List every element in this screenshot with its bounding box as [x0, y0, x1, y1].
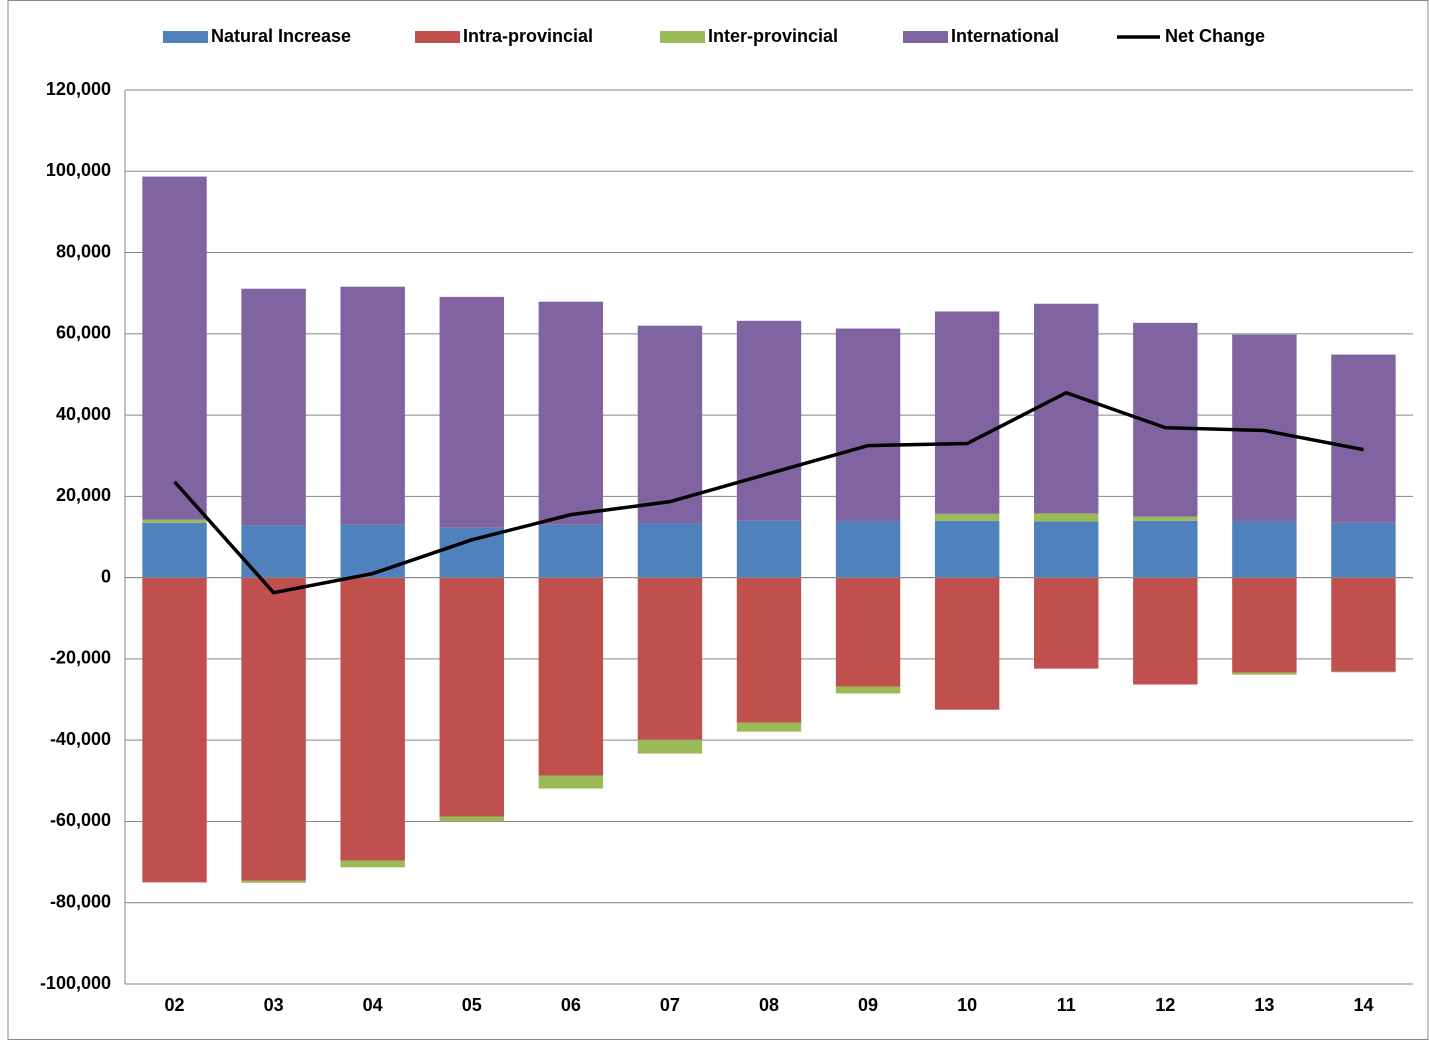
bar-segment	[1034, 521, 1099, 578]
x-tick-label: 09	[858, 995, 878, 1015]
bar-segment	[142, 522, 207, 578]
y-tick-label: -20,000	[50, 648, 111, 668]
x-tick-label: 05	[462, 995, 482, 1015]
x-tick-label: 06	[561, 995, 581, 1015]
legend-swatch	[415, 31, 460, 43]
bar-segment	[538, 301, 604, 525]
bar-segment	[142, 577, 207, 883]
net-change-line	[173, 390, 1364, 595]
y-tick-label: -100,000	[40, 973, 111, 993]
bar-segment	[1331, 671, 1396, 673]
y-tick-label: -60,000	[50, 810, 111, 830]
y-tick-label: 20,000	[56, 485, 111, 505]
bar-segment	[736, 520, 802, 578]
x-tick-label: 13	[1254, 995, 1274, 1015]
bar-segment	[1232, 521, 1297, 578]
bar-segment	[835, 328, 901, 522]
x-tick-label: 14	[1353, 995, 1373, 1015]
x-tick-label: 04	[363, 995, 383, 1015]
y-tick-label: 60,000	[56, 323, 111, 343]
bar-segment	[142, 176, 207, 520]
x-tick-label: 11	[1057, 995, 1076, 1015]
bar-segment	[835, 577, 901, 687]
bar-segment	[340, 286, 405, 525]
y-tick-label: 0	[101, 566, 111, 586]
bar-segment	[1232, 577, 1297, 673]
bar-segment	[538, 775, 604, 789]
bar-segment	[1331, 354, 1396, 523]
bar-segment	[241, 288, 306, 526]
legend-label: Intra-provincial	[463, 26, 593, 46]
bar-segment	[934, 577, 1000, 710]
bar-segment	[1232, 672, 1297, 675]
bar-segment	[835, 521, 901, 578]
legend-swatch	[903, 31, 948, 43]
bar-segment	[637, 523, 703, 578]
bar-segment	[1034, 577, 1099, 669]
y-tick-label: 40,000	[56, 404, 111, 424]
legend-swatch	[660, 31, 705, 43]
bar-segment	[439, 296, 504, 528]
bar-segment	[934, 520, 1000, 578]
bar-segment	[736, 577, 802, 723]
bar-segment	[439, 577, 504, 817]
x-tick-label: 08	[759, 995, 779, 1015]
legend-label: Natural Increase	[211, 26, 351, 46]
bar-segment	[538, 577, 604, 776]
legend-label: Inter-provincial	[708, 26, 838, 46]
bar-segment	[1331, 522, 1396, 578]
y-tick-label: -80,000	[50, 891, 111, 911]
bar-segment	[1133, 516, 1198, 521]
y-tick-label: -40,000	[50, 729, 111, 749]
legend-label: International	[951, 26, 1059, 46]
bar-segment	[241, 577, 306, 881]
bar-segment	[637, 325, 703, 524]
bar-segment	[439, 816, 504, 822]
bar-segment	[934, 513, 1000, 521]
bar-segment	[340, 577, 405, 861]
x-tick-label: 10	[957, 995, 977, 1015]
x-tick-label: 07	[660, 995, 680, 1015]
y-tick-label: 100,000	[46, 160, 111, 180]
bar-segment	[637, 577, 703, 740]
bar-segment	[934, 311, 1000, 514]
bar-segment	[835, 686, 901, 694]
bar-segment	[538, 524, 604, 578]
y-tick-label: 80,000	[56, 241, 111, 261]
bar-segment	[736, 320, 802, 521]
bar-segment	[1034, 303, 1099, 514]
bar-segment	[637, 739, 703, 754]
bar-segment	[142, 519, 207, 523]
x-tick-label: 12	[1155, 995, 1175, 1015]
bar-segment	[1034, 513, 1099, 522]
bar-segment	[1232, 334, 1297, 522]
bar-segment	[340, 524, 405, 578]
bar-segment	[1133, 577, 1198, 685]
bar-segment	[1133, 520, 1198, 578]
bar-segment	[736, 722, 802, 732]
legend-swatch	[163, 31, 208, 43]
bar-segment	[340, 860, 405, 868]
x-tick-label: 02	[165, 995, 185, 1015]
y-tick-label: 120,000	[46, 79, 111, 99]
chart-frame	[7, 0, 1429, 1040]
legend-label: Net Change	[1165, 26, 1265, 46]
bar-segment	[241, 880, 306, 883]
bar-segment	[1331, 577, 1396, 672]
x-tick-label: 03	[264, 995, 284, 1015]
